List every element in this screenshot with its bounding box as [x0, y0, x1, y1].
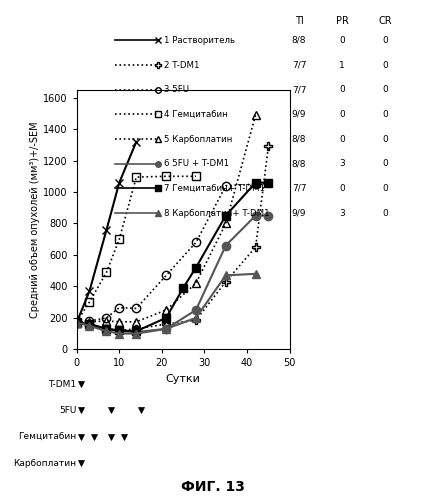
X-axis label: Сутки: Сутки [166, 374, 201, 384]
Text: 7/7: 7/7 [292, 184, 306, 193]
Text: 0: 0 [382, 184, 388, 193]
Text: 7/7: 7/7 [292, 85, 306, 94]
Text: 0: 0 [339, 184, 345, 193]
Text: 0: 0 [339, 36, 345, 45]
Text: 0: 0 [382, 159, 388, 168]
Y-axis label: Средний объем опухолей (мм³)+/-SEM: Средний объем опухолей (мм³)+/-SEM [30, 121, 40, 318]
Text: 9/9: 9/9 [292, 110, 306, 119]
Text: 3 5FU: 3 5FU [164, 85, 189, 94]
Text: 1 Растворитель: 1 Растворитель [164, 36, 235, 45]
Text: TI: TI [295, 16, 303, 26]
Text: 4 Гемцитабин: 4 Гемцитабин [164, 110, 228, 119]
Text: 0: 0 [382, 85, 388, 94]
Text: 0: 0 [382, 60, 388, 69]
Text: 8/8: 8/8 [292, 135, 306, 144]
Text: 0: 0 [339, 85, 345, 94]
Text: 2 T-DM1: 2 T-DM1 [164, 60, 200, 69]
Text: 6 5FU + T-DM1: 6 5FU + T-DM1 [164, 159, 229, 168]
Text: 8 Карбоплатин+ T-DM1: 8 Карбоплатин+ T-DM1 [164, 209, 270, 218]
Text: 0: 0 [382, 135, 388, 144]
Text: 8/8: 8/8 [292, 36, 306, 45]
Text: 7 Гемцитабин+ T-DM1: 7 Гемцитабин+ T-DM1 [164, 184, 265, 193]
Text: PR: PR [336, 16, 348, 26]
Text: CR: CR [378, 16, 392, 26]
Text: 0: 0 [382, 209, 388, 218]
Text: 0: 0 [339, 110, 345, 119]
Text: 9/9: 9/9 [292, 209, 306, 218]
Text: 3: 3 [339, 159, 345, 168]
Text: ФИГ. 13: ФИГ. 13 [181, 480, 245, 494]
Text: Карбоплатин: Карбоплатин [14, 459, 77, 468]
Text: T-DM1: T-DM1 [49, 380, 77, 389]
Text: Гемцитабин: Гемцитабин [18, 432, 77, 441]
Text: 1: 1 [339, 60, 345, 69]
Text: 3: 3 [339, 209, 345, 218]
Text: 7/7: 7/7 [292, 60, 306, 69]
Text: 0: 0 [382, 36, 388, 45]
Text: 5 Карбоплатин: 5 Карбоплатин [164, 135, 233, 144]
Text: 8/8: 8/8 [292, 159, 306, 168]
Text: 5FU: 5FU [59, 406, 77, 415]
Text: 0: 0 [382, 110, 388, 119]
Text: 0: 0 [339, 135, 345, 144]
